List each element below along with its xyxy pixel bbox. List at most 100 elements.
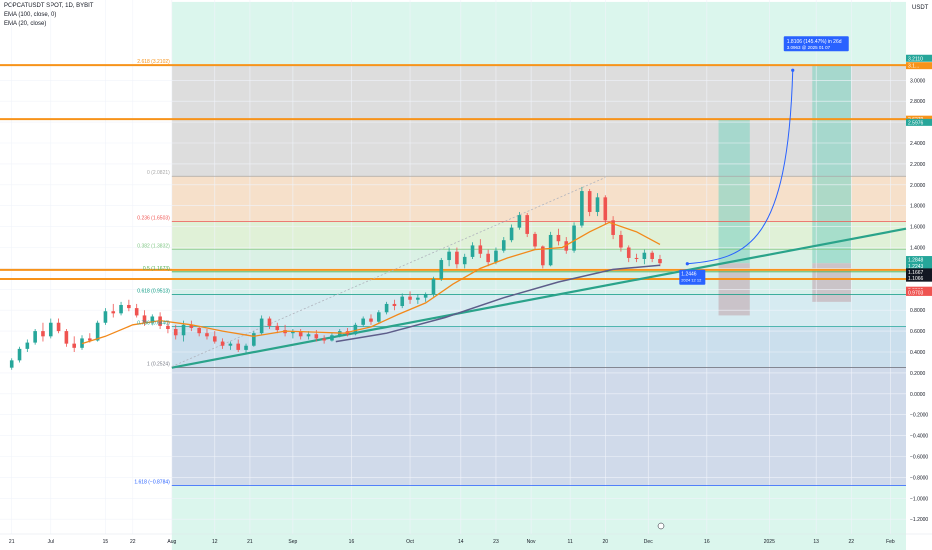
candle-body xyxy=(384,303,389,313)
fib-zone xyxy=(171,367,907,486)
fib-zone xyxy=(171,221,907,250)
candle-body xyxy=(416,297,420,300)
y-tick-label: 0.6000 xyxy=(910,329,926,335)
candle-body xyxy=(509,227,514,241)
fib-zone xyxy=(171,326,907,368)
fib-label: 0 (2.0821) xyxy=(147,170,170,176)
x-tick-label: Feb xyxy=(886,539,895,545)
x-tick-label: Nov xyxy=(527,539,536,545)
x-tick-label: 11 xyxy=(568,539,573,545)
moving-averages xyxy=(81,68,795,345)
candle-body xyxy=(25,342,30,349)
y-tick-label: −1.2000 xyxy=(910,517,928,523)
candle-body xyxy=(650,252,654,259)
candle-body xyxy=(470,245,475,257)
price-badge-text: 3.2110 xyxy=(908,56,923,62)
candle-body xyxy=(244,345,248,350)
y-tick-label: 2.8000 xyxy=(910,99,926,105)
candle-body xyxy=(572,225,576,251)
candle-body xyxy=(494,250,498,263)
candle-body xyxy=(642,252,647,259)
candle-body xyxy=(541,246,545,266)
candle-body xyxy=(267,318,272,326)
y-tick-label: 0.2000 xyxy=(910,371,926,377)
ema100-legend[interactable]: EMA (100, close, 0) xyxy=(4,12,57,18)
price-badge xyxy=(906,118,932,126)
candle-body xyxy=(48,322,53,337)
price-badge-text: 1.2243 xyxy=(908,264,924,270)
goto-icon xyxy=(657,522,665,530)
candle-body xyxy=(658,258,662,264)
candle-body xyxy=(548,234,553,266)
background-zones xyxy=(171,1,907,550)
y-tick-label: 0.4000 xyxy=(910,350,926,356)
candle-body xyxy=(236,343,241,350)
projection-box-line1: 1.8106 (145.47%) in 26d xyxy=(787,39,842,45)
y-tick-label: −0.2000 xyxy=(910,413,928,419)
candle-body xyxy=(634,257,639,259)
x-tick-label: 12 xyxy=(212,539,218,545)
projection-start-dot xyxy=(685,262,689,266)
candle-body xyxy=(56,322,61,332)
ema20-line xyxy=(81,221,661,345)
candle-body xyxy=(431,278,436,295)
candle-body xyxy=(322,338,326,341)
y-tick-label: 1.4000 xyxy=(910,246,926,252)
candle-body xyxy=(478,245,483,254)
candle-body xyxy=(72,343,76,348)
projection-box-upper xyxy=(718,120,750,264)
y-tick-label: −0.4000 xyxy=(910,434,928,440)
candle-body xyxy=(580,191,584,226)
projection-start-date: 2024 12 12 xyxy=(681,278,702,283)
candle-body xyxy=(142,315,147,323)
candle-body xyxy=(212,336,217,342)
fib-zone xyxy=(171,176,907,222)
projection-start-price: 1.2446 xyxy=(681,272,697,278)
x-tick-label: 22 xyxy=(849,539,855,545)
ema20-legend[interactable]: EMA (20, close) xyxy=(4,21,47,27)
candle-body xyxy=(330,335,334,341)
candle-body xyxy=(486,253,490,263)
candle-body xyxy=(501,240,506,251)
candle-body xyxy=(439,260,444,279)
currency-label: USDT xyxy=(912,5,929,11)
y-tick-label: 1.6000 xyxy=(910,225,926,231)
fib-zone xyxy=(171,271,907,295)
x-tick-label: 23 xyxy=(493,539,499,545)
candle-body xyxy=(150,316,155,323)
fib-label: 2.618 (3.2102) xyxy=(137,59,170,65)
price-badge-text: 0.9703 xyxy=(908,290,924,296)
fib-label: 1.618 (−0.8784) xyxy=(134,480,170,486)
candle-body xyxy=(189,324,194,328)
price-badge-text: 1.1066 xyxy=(908,276,924,282)
dashed-trendline xyxy=(171,177,606,367)
candle-body xyxy=(291,331,295,334)
symbol-title: POPCATUSDT SPOT, 1D, BYBIT xyxy=(4,3,94,9)
candle-body xyxy=(533,233,537,247)
drawing-lines xyxy=(0,64,907,486)
price-badge xyxy=(906,256,932,264)
x-tick-label: 15 xyxy=(103,539,109,545)
candle-body xyxy=(9,360,14,368)
price-badge xyxy=(906,268,932,276)
fib-zone xyxy=(171,65,907,177)
candle-body xyxy=(220,341,225,346)
price-badge xyxy=(906,262,932,270)
fib-label: 0.382 (1.3832) xyxy=(137,243,170,249)
x-tick-label: Dec xyxy=(644,539,653,545)
fib-zone xyxy=(171,485,907,550)
fib-label: 0.5 (1.1673) xyxy=(143,266,170,272)
x-tick-label: 22 xyxy=(130,539,136,545)
candle-body xyxy=(103,311,108,323)
candle-body xyxy=(33,331,37,343)
candle-body xyxy=(275,325,280,331)
candle-body xyxy=(587,191,592,212)
candle-body xyxy=(626,247,631,258)
projection-end-dot xyxy=(791,68,795,72)
y-tick-label: 3.0000 xyxy=(910,78,926,84)
candle-body xyxy=(455,251,459,265)
candle-body xyxy=(298,331,303,337)
candle-body xyxy=(252,333,256,346)
candle-body xyxy=(314,334,319,339)
